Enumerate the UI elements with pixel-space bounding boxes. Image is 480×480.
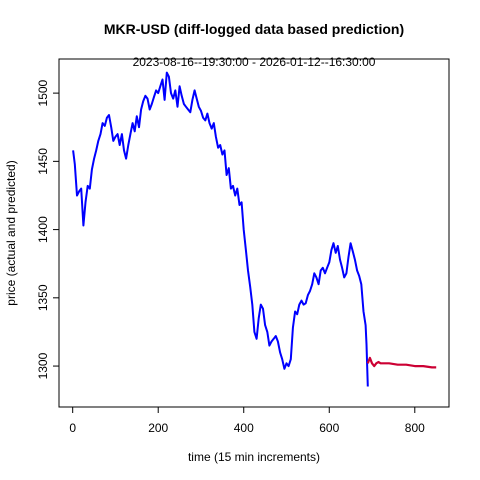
series-actual-line <box>72 71 369 387</box>
y-tick-label: 1350 <box>36 284 50 311</box>
x-tick-label: 800 <box>405 421 425 435</box>
y-tick-label: 1300 <box>36 352 50 379</box>
x-tick-label: 400 <box>234 421 254 435</box>
x-axis-label: time (15 min increments) <box>188 450 320 464</box>
series-layer <box>72 71 437 387</box>
series-predicted-line <box>366 356 437 369</box>
x-tick-label: 200 <box>148 421 168 435</box>
chart-subtitle: 2023-08-16--19:30:00 - 2026-01-12--16:30… <box>133 55 376 69</box>
y-axis-label: price (actual and predicted) <box>4 160 18 305</box>
chart-title: MKR-USD (diff-logged data based predicti… <box>104 21 404 37</box>
y-tick-label: 1450 <box>36 148 50 175</box>
y-tick-label: 1400 <box>36 216 50 243</box>
y-axis: 1300 1350 1400 1450 1500 <box>36 79 59 379</box>
x-axis: 0 200 400 600 800 <box>69 407 425 435</box>
x-tick-label: 0 <box>69 421 76 435</box>
y-tick-label: 1500 <box>36 79 50 106</box>
x-tick-label: 600 <box>319 421 339 435</box>
plot-frame <box>58 58 450 408</box>
